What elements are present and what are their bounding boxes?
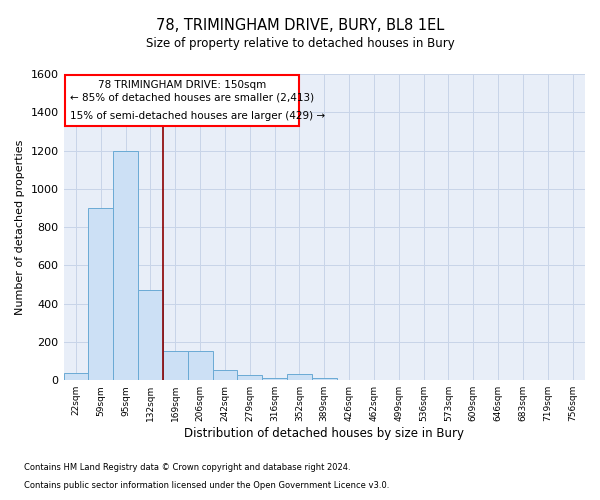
Bar [312,378,337,380]
Bar [262,378,287,380]
X-axis label: Distribution of detached houses by size in Bury: Distribution of detached houses by size … [184,427,464,440]
Bar [64,372,88,380]
Bar [238,375,262,380]
Bar [287,374,312,380]
Text: Size of property relative to detached houses in Bury: Size of property relative to detached ho… [146,38,454,51]
Text: 15% of semi-detached houses are larger (429) →: 15% of semi-detached houses are larger (… [70,110,325,120]
Bar [212,370,238,380]
Text: ← 85% of detached houses are smaller (2,413): ← 85% of detached houses are smaller (2,… [70,93,314,103]
Text: 78, TRIMINGHAM DRIVE, BURY, BL8 1EL: 78, TRIMINGHAM DRIVE, BURY, BL8 1EL [156,18,444,32]
Text: 78 TRIMINGHAM DRIVE: 150sqm: 78 TRIMINGHAM DRIVE: 150sqm [98,80,266,90]
Bar [88,208,113,380]
Text: Contains public sector information licensed under the Open Government Licence v3: Contains public sector information licen… [24,481,389,490]
Y-axis label: Number of detached properties: Number of detached properties [15,140,25,315]
Bar [113,150,138,380]
FancyBboxPatch shape [65,75,299,126]
Bar [188,350,212,380]
Text: Contains HM Land Registry data © Crown copyright and database right 2024.: Contains HM Land Registry data © Crown c… [24,464,350,472]
Bar [163,350,188,380]
Bar [138,290,163,380]
